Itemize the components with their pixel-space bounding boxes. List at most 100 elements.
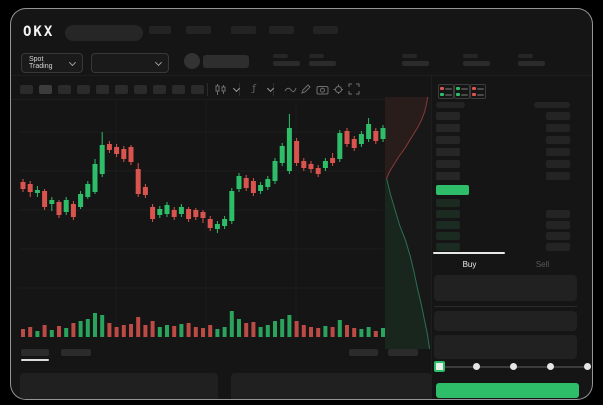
chart-settings-icon[interactable] [331,82,345,96]
nav-item[interactable] [186,26,211,34]
orderbook-ask-price[interactable] [436,172,460,180]
tab-buy[interactable]: Buy [462,259,477,269]
nav-item[interactable] [231,26,256,34]
bottom-panel-right [231,373,432,399]
timeframe-button[interactable] [172,85,185,94]
candle-style-icon[interactable] [213,82,227,96]
volume-bar [294,321,299,337]
slider-stop[interactable] [473,363,480,370]
orderbook-ask-price[interactable] [436,124,460,132]
slider-stop[interactable] [434,361,445,372]
timeframe-button[interactable] [58,85,71,94]
volume-bar [42,325,47,337]
candle-body [186,209,192,219]
chart-range-tab-1[interactable] [349,349,378,356]
slider-stop[interactable] [547,363,554,370]
chevron-down-icon[interactable] [263,82,277,96]
orderbook-bid-price[interactable] [436,199,460,207]
orderbook-bid-price[interactable] [436,221,460,229]
volume-bar [280,319,285,337]
stat-label-placeholder [273,54,288,58]
orderbook-amount-header [534,102,570,108]
chart-range-tab-2[interactable] [388,349,418,356]
volume-bar [323,326,328,337]
candle-body [99,145,105,174]
volume-bar [366,327,371,337]
timeframe-button[interactable] [134,85,147,94]
market-type-dropdown[interactable]: Spot Trading [21,53,83,73]
bottom-tab-history[interactable] [61,349,91,356]
orderbook-view-combined-book-icon[interactable] [438,84,454,99]
candle-body [351,139,357,148]
timeframe-button[interactable] [77,85,90,94]
candle-body [56,202,62,215]
timeframe-button[interactable] [39,85,52,94]
orderbook-ask-price[interactable] [436,136,460,144]
volume-bar [35,331,40,337]
candle-body [34,190,40,193]
candle-body [214,224,220,229]
candle-body [330,158,336,163]
stat-label-placeholder [518,54,533,58]
timeframe-button[interactable] [115,85,128,94]
candle-body [92,164,98,192]
search-input[interactable] [65,25,143,41]
bottom-tab-orders[interactable] [21,349,49,356]
orderbook-view-bids-only-icon[interactable] [454,84,470,99]
nav-item[interactable] [269,26,294,34]
timeframe-button[interactable] [20,85,33,94]
candle-body [78,194,84,207]
orderbook-bid-price[interactable] [436,210,460,218]
tab-sell[interactable]: Sell [535,259,550,269]
candle-body [243,178,249,188]
nav-item[interactable] [313,26,338,34]
candle-body [106,144,112,150]
snapshot-icon[interactable] [315,82,329,96]
volume-bar [157,327,162,337]
stat-label-placeholder [402,54,417,58]
divider [207,83,208,96]
amount-input[interactable] [434,311,577,331]
timeframe-button[interactable] [96,85,109,94]
candle-body [114,147,120,154]
volume-bar [129,324,133,337]
timeframe-button[interactable] [191,85,204,94]
candle-body [301,161,307,168]
nav-item[interactable] [149,26,171,34]
market-type-label: Spot Trading [29,56,53,70]
orderbook-bid-price[interactable] [436,232,460,240]
indicators-icon[interactable]: ƒ [252,84,256,94]
stat-value-placeholder [402,61,429,66]
buy-button[interactable] [436,383,579,398]
candle-body [178,207,184,214]
orderbook-bid-price[interactable] [436,243,460,251]
orderbook-ask-price[interactable] [436,148,460,156]
draw-icon[interactable] [299,82,313,96]
orderbook-ask-price[interactable] [436,112,460,120]
price-input[interactable] [434,275,577,301]
total-input[interactable] [434,335,577,359]
price-chart[interactable] [11,9,592,399]
volume-bar [150,321,155,337]
orderbook-view-asks-only-icon[interactable] [470,84,486,99]
fullscreen-icon[interactable] [347,82,361,96]
candle-body [207,219,213,228]
orderbook-ask-price[interactable] [436,160,460,168]
stat-label-placeholder [463,54,478,58]
line-tool-icon[interactable] [283,82,297,96]
pair-name-placeholder [203,55,249,68]
volume-bar [208,325,213,337]
candle-body [171,210,177,217]
slider-stop[interactable] [510,363,517,370]
pair-dropdown[interactable] [91,53,169,73]
orderbook-bid-amount [546,243,570,251]
volume-bar [237,319,241,337]
divider [273,83,274,96]
slider-stop[interactable] [584,363,591,370]
volume-bar [57,326,61,337]
chevron-down-icon[interactable] [229,82,243,96]
last-price-badge[interactable] [436,185,469,195]
stat-label-placeholder [309,54,324,58]
timeframe-button[interactable] [153,85,166,94]
candle-body [229,191,235,221]
